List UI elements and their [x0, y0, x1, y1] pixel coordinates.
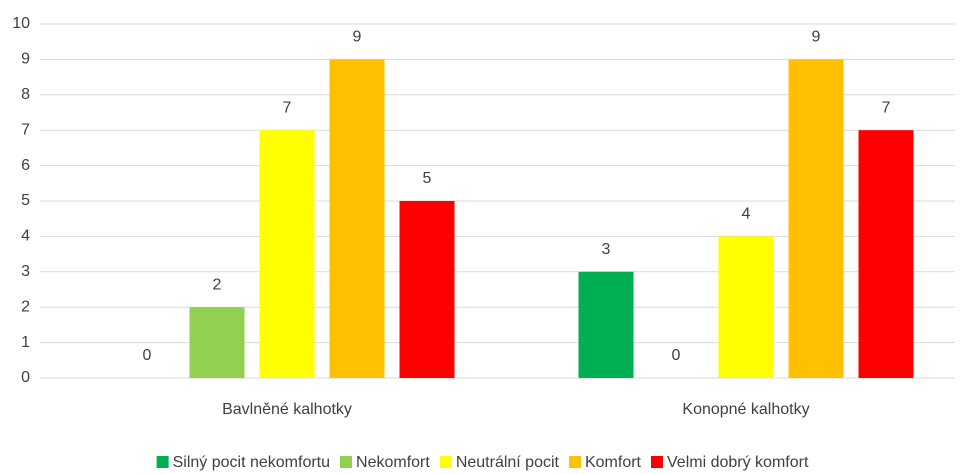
bar	[578, 271, 634, 378]
value-label: 7	[283, 99, 292, 116]
y-tick-label: 2	[21, 298, 30, 315]
bar	[788, 59, 844, 379]
bar	[189, 307, 245, 378]
y-tick-label: 0	[21, 369, 30, 386]
x-tick-label: Bavlněné kalhotky	[222, 401, 352, 418]
value-label: 4	[742, 206, 751, 223]
y-tick-label: 5	[21, 192, 30, 209]
value-label: 7	[882, 99, 891, 116]
y-tick-label: 9	[21, 51, 30, 68]
y-tick-label: 7	[21, 121, 30, 138]
legend-swatch	[156, 456, 169, 468]
y-tick-label: 3	[21, 263, 30, 280]
bar	[329, 59, 385, 379]
bar	[399, 201, 455, 378]
x-tick-label: Konopné kalhotky	[682, 401, 809, 418]
legend-label: Silný pocit nekomfortu	[173, 454, 330, 471]
legend-swatch	[651, 456, 663, 468]
value-label: 5	[423, 170, 432, 187]
value-label: 9	[812, 29, 821, 46]
legend-label: Nekomfort	[356, 454, 430, 471]
y-tick-label: 10	[12, 15, 30, 32]
bar	[718, 236, 774, 378]
y-tick-label: 1	[21, 334, 30, 351]
legend-label: Komfort	[585, 454, 642, 471]
legend-label: Velmi dobrý komfort	[667, 454, 809, 471]
bar	[858, 130, 914, 378]
legend-label: Neutrální pocit	[456, 454, 560, 471]
legend-swatch	[340, 456, 353, 468]
bar	[259, 130, 315, 378]
value-label: 9	[353, 29, 362, 46]
legend-swatch	[439, 456, 452, 468]
legend-swatch	[568, 456, 581, 468]
y-tick-label: 6	[21, 157, 30, 174]
value-label: 0	[143, 347, 152, 364]
value-label: 2	[213, 276, 222, 293]
value-label: 0	[672, 347, 681, 364]
y-tick-label: 4	[21, 228, 30, 245]
y-tick-label: 8	[21, 86, 30, 103]
value-label: 3	[602, 241, 611, 258]
